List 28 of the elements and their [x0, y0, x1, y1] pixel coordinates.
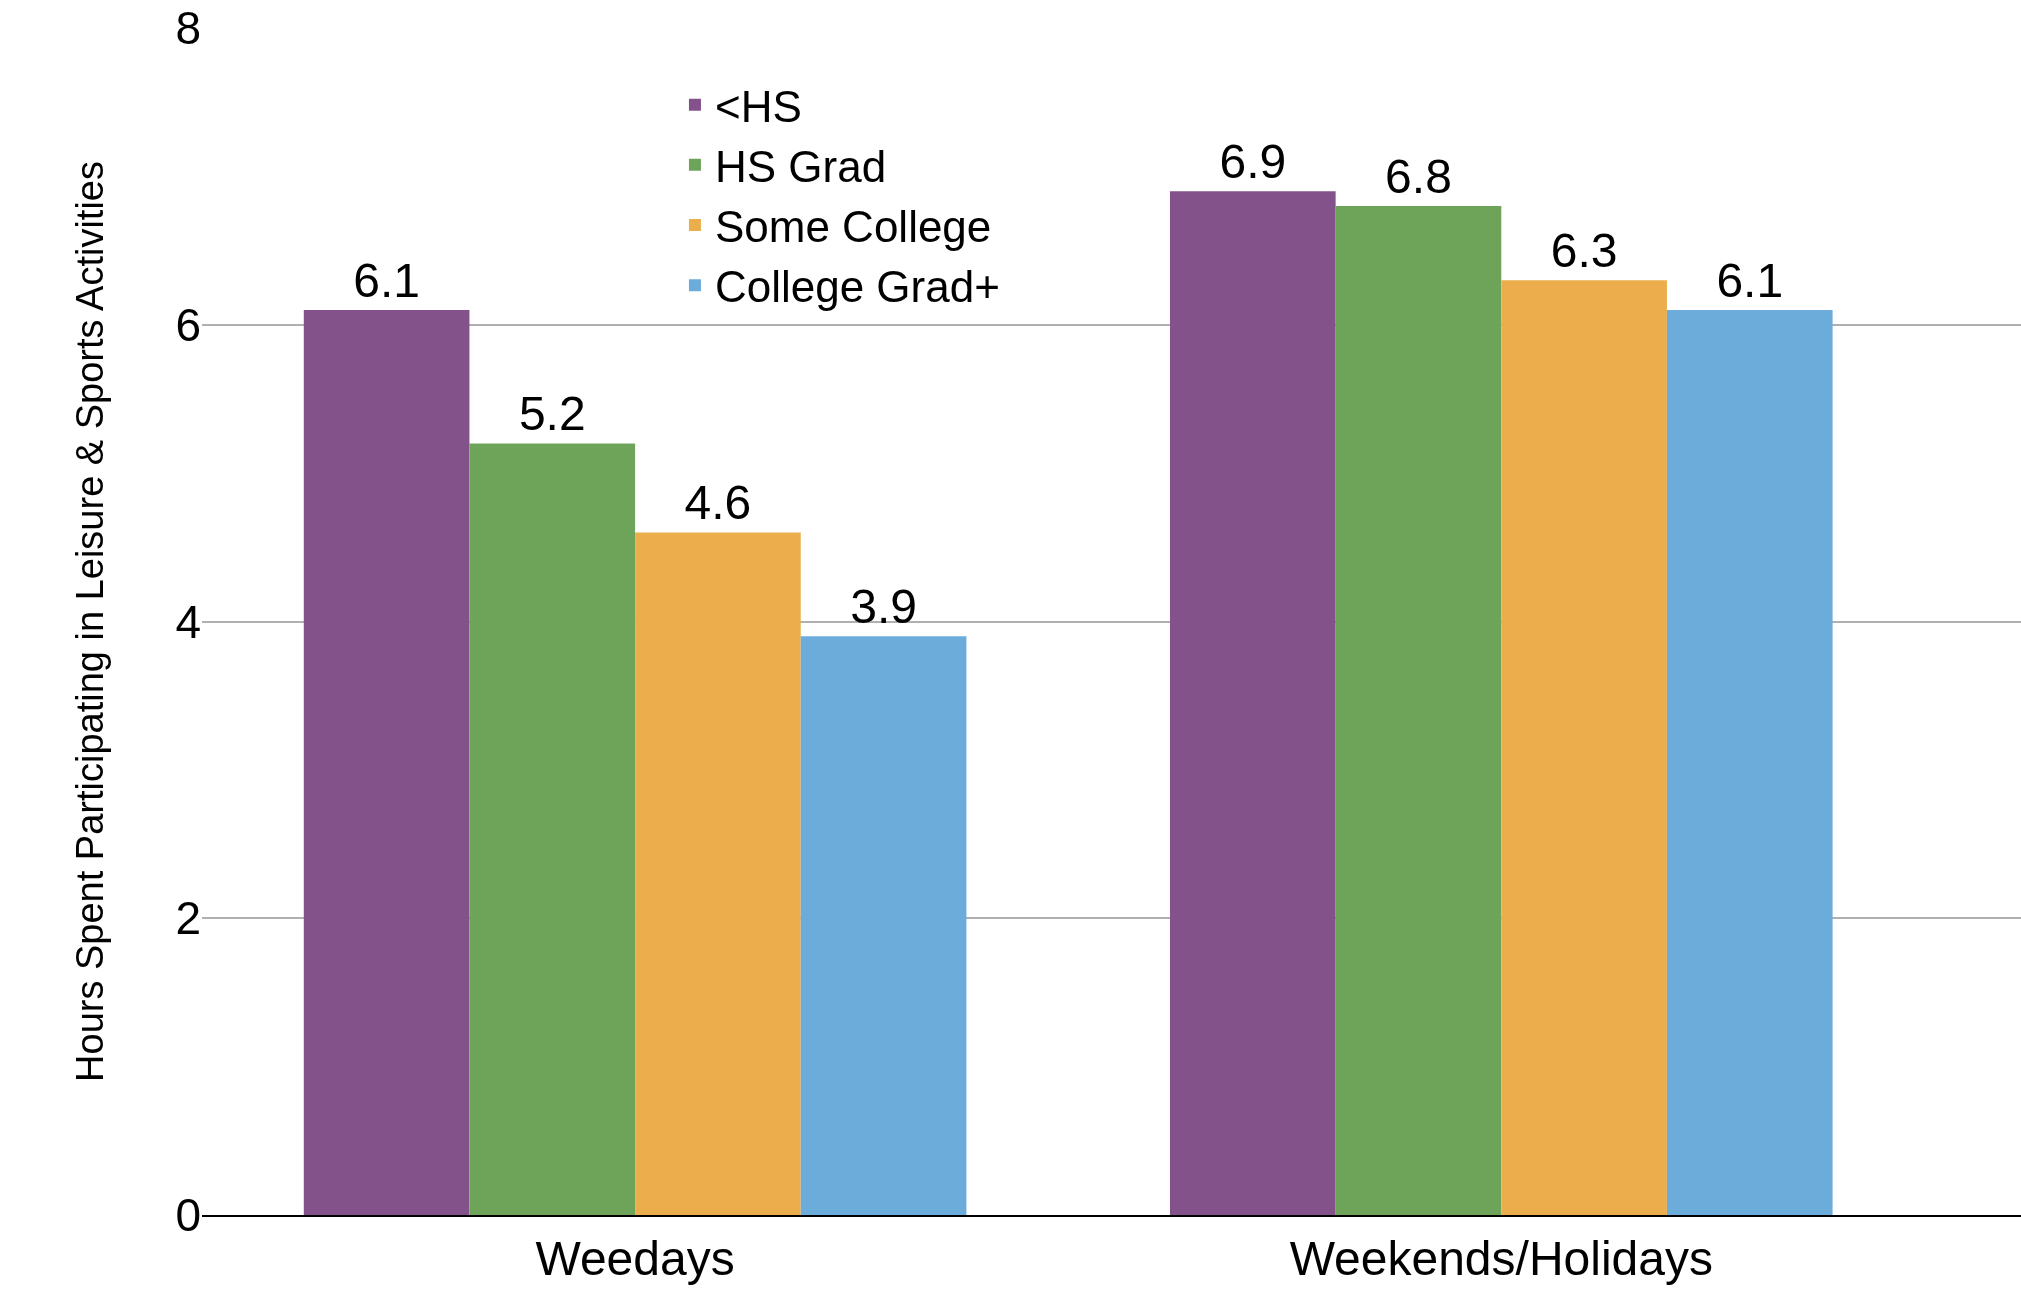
legend-label: Some College: [714, 202, 992, 252]
bar: [1169, 191, 1336, 1215]
legend-label: HS Grad: [714, 142, 887, 192]
data-label: 6.1: [353, 253, 420, 307]
bar: [469, 443, 636, 1215]
data-label: 6.9: [1219, 135, 1287, 189]
data-label: 3.9: [850, 580, 917, 634]
y-tick-label: 6: [175, 298, 201, 351]
data-label: 6.1: [1716, 253, 1784, 307]
legend-label: <HS: [714, 81, 802, 131]
data-label: 6.3: [1550, 224, 1618, 278]
data-label: 6.8: [1385, 150, 1452, 204]
legend-label: College Grad+: [714, 262, 1000, 312]
data-label: 5.2: [518, 387, 586, 441]
y-tick-label: 2: [175, 892, 201, 945]
bar: [800, 636, 967, 1215]
bar: [1666, 309, 1833, 1215]
data-label: 4.6: [684, 476, 752, 530]
y-tick-label: 4: [175, 595, 201, 648]
bar: [635, 532, 801, 1215]
y-axis-title: Hours Spent Participating in Leisure & Sports Activities: [68, 161, 111, 1082]
bar: [303, 309, 470, 1215]
x-tick-label: Weekends/Holidays: [1289, 1231, 1713, 1285]
y-tick-label: 8: [175, 2, 201, 55]
bar: [1335, 206, 1502, 1215]
y-tick-label: 0: [175, 1189, 201, 1242]
bar: [1501, 280, 1667, 1215]
x-tick-label: Weedays: [535, 1231, 735, 1285]
